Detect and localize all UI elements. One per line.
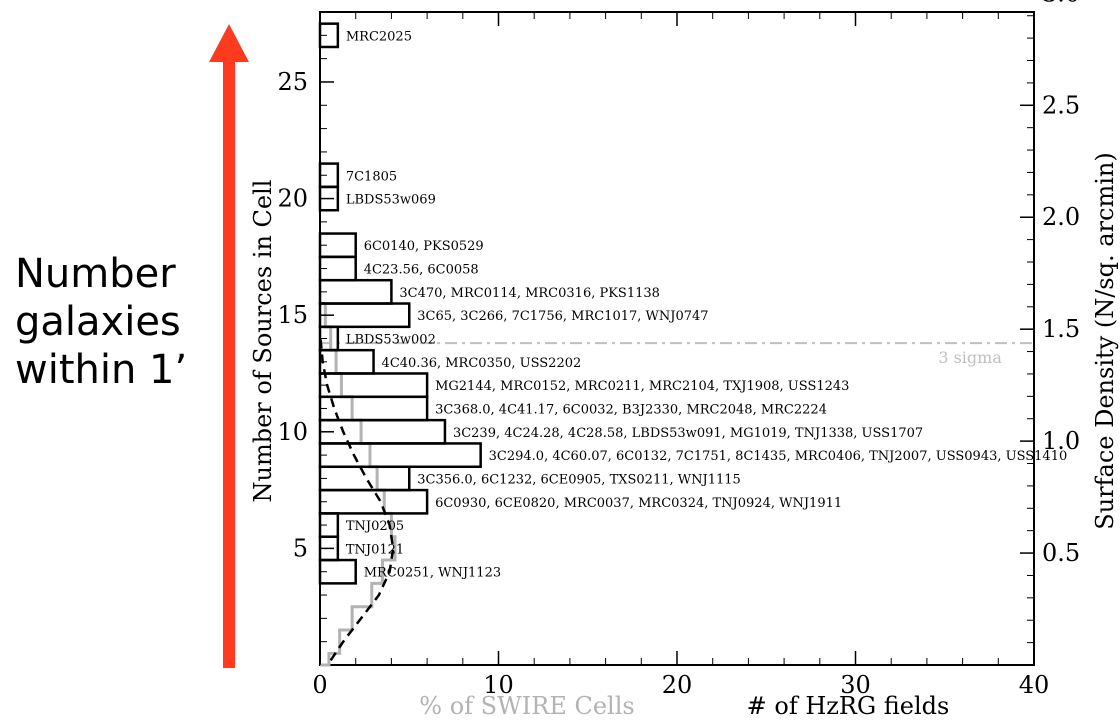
hzrg-bar: [318, 372, 429, 399]
hzrg-bar: [318, 442, 482, 469]
y-right-tick-label: 1.5: [1042, 315, 1080, 343]
field-label: 3C470, MRC0114, MRC0316, PKS1138: [399, 286, 660, 301]
y-tick-label: 15: [277, 301, 308, 329]
field-label: MRC2025: [346, 29, 412, 44]
hzrg-bar: [318, 395, 429, 422]
threshold-group: 3 sigma: [320, 342, 1034, 367]
x-tick-label: 10: [483, 671, 514, 699]
hzrg-bar: [318, 278, 393, 305]
side-label: Number galaxies within 1’: [15, 250, 215, 394]
field-label: 3C368.0, 4C41.17, 6C0032, B3J2330, MRC20…: [435, 402, 827, 417]
y-axis-label-left: Number of Sources in Cell: [249, 180, 277, 503]
threshold-label: 3 sigma: [938, 348, 1002, 367]
y-right-tick-label: 0.5: [1042, 539, 1080, 567]
x-tick-label: 30: [840, 671, 871, 699]
field-label: LBDS53w069: [346, 193, 436, 208]
hzrg-bar: [318, 488, 429, 515]
side-label-line3: within 1’: [15, 347, 188, 393]
y-right-tick-label: 3.0: [1042, 0, 1080, 7]
field-label: 3C65, 3C266, 7C1756, MRC1017, WNJ0747: [417, 309, 708, 324]
field-label: TNJ0121: [346, 542, 404, 557]
y-tick-label: 25: [277, 68, 308, 96]
field-label: 4C40.36, MRC0350, USS2202: [382, 356, 582, 371]
hzrg-bar: [318, 465, 411, 492]
arrow-head: [209, 24, 249, 62]
field-label: MRC0251, WNJ1123: [364, 566, 501, 581]
y-right-tick-label: 2.0: [1042, 203, 1080, 231]
side-label-line2: galaxies: [15, 299, 181, 345]
axis-ticks: 0 10 20 30 40 5 10 15 20 25 0.5 1.0 1.5 2.0 2.5 3.0: [277, 0, 1080, 699]
y-tick-label: 20: [277, 185, 308, 213]
hzrg-bar: [318, 348, 375, 375]
x-axis-label-right: # of HzRG fields: [747, 692, 950, 720]
x-tick-label: 40: [1019, 671, 1050, 699]
side-label-line1: Number: [15, 251, 176, 297]
field-label: 6C0140, PKS0529: [364, 239, 484, 254]
x-tick-label: 20: [662, 671, 693, 699]
field-label: 3C239, 4C24.28, 4C28.58, LBDS53w091, MG1…: [453, 426, 923, 441]
field-labels: MRC0251, WNJ1123 TNJ0121 TNJ0205 6C0930, 6C…: [346, 29, 1067, 580]
y-tick-label: 5: [293, 534, 308, 562]
swire-fit-curve: [319, 338, 395, 662]
field-label: 4C23.56, 6C0058: [364, 263, 479, 278]
field-label: LBDS53w002: [346, 333, 436, 348]
y-right-tick-label: 1.0: [1042, 427, 1080, 455]
field-label: MG2144, MRC0152, MRC0211, MRC2104, TXJ19…: [435, 379, 849, 394]
x-tick-label: 0: [312, 671, 327, 699]
field-label: 3C294.0, 4C60.07, 6C0132, 7C1751, 8C1435…: [489, 449, 1068, 464]
y-axis-label-right: Surface Density (N/sq. arcmin): [1091, 152, 1119, 529]
y-right-tick-label: 2.5: [1042, 91, 1080, 119]
field-label: 6C0930, 6CE0820, MRC0037, MRC0324, TNJ09…: [435, 496, 842, 511]
field-label: 7C1805: [346, 169, 397, 184]
y-tick-label: 10: [277, 418, 308, 446]
hzrg-bar: [318, 418, 447, 445]
field-label: TNJ0205: [346, 519, 404, 534]
x-axis-label-left: % of SWIRE Cells: [419, 692, 634, 720]
field-label: 3C356.0, 6C1232, 6CE0905, TXS0211, WNJ11…: [417, 472, 741, 487]
